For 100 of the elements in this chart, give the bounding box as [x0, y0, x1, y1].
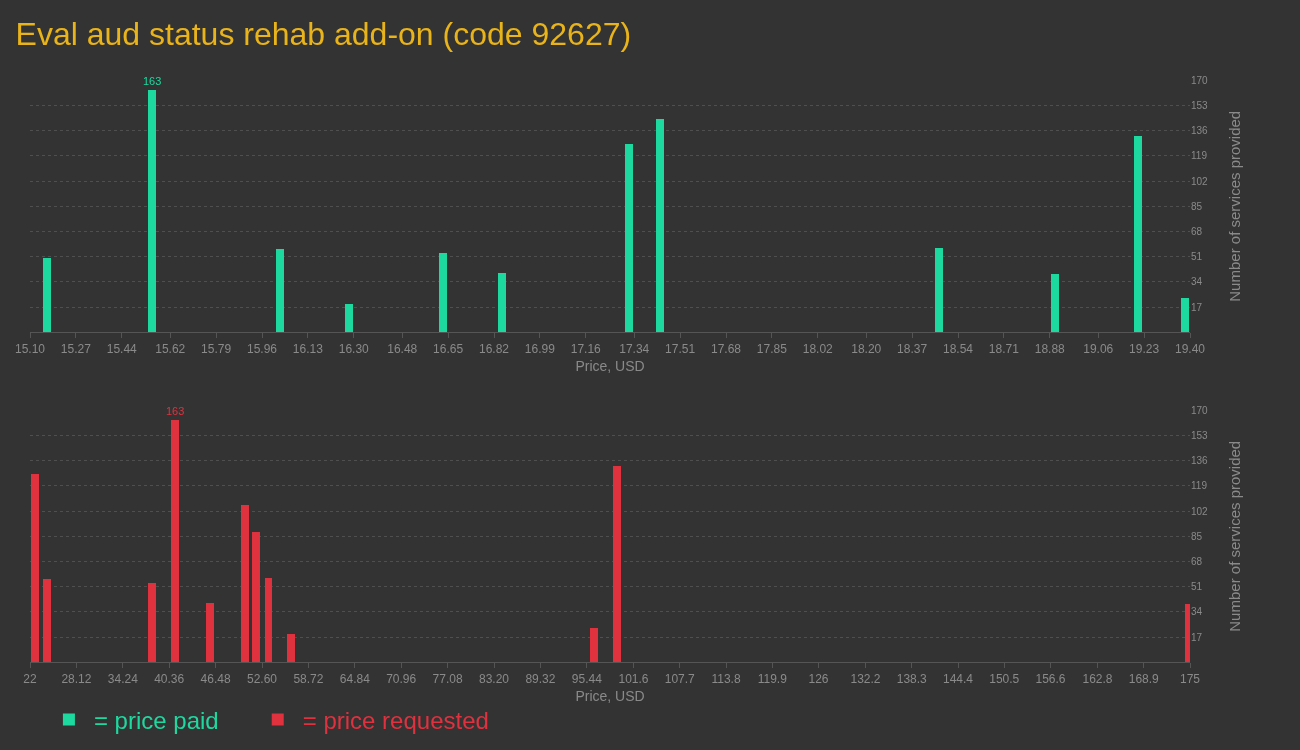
x-tick-label: 28.12 — [61, 671, 92, 686]
y-tick-label: 102 — [1191, 505, 1209, 517]
y-tick-label: 85 — [1191, 200, 1203, 212]
x-tick-label: 18.02 — [802, 341, 834, 356]
bar — [265, 578, 272, 663]
x-tick-label: 18.88 — [1034, 341, 1066, 356]
bar — [276, 249, 284, 333]
y-tick-label: 170 — [1191, 404, 1209, 416]
x-tick-label: 40.36 — [154, 671, 185, 686]
x-tick-label: 119.9 — [757, 671, 788, 686]
x-tick-label: 17.85 — [756, 341, 788, 356]
x-tick-label: 58.72 — [293, 671, 324, 686]
bar — [625, 144, 633, 333]
y-tick-label: 153 — [1191, 99, 1209, 111]
bar — [1051, 274, 1059, 333]
x-tick-label: 18.37 — [897, 341, 928, 356]
bar — [439, 253, 447, 333]
bar — [43, 258, 51, 333]
x-axis-title: Price, USD — [575, 357, 645, 374]
y-tick-label: 51 — [1191, 251, 1203, 263]
x-tick-label: 138.3 — [896, 671, 928, 686]
bar — [498, 273, 506, 333]
x-tick-label: 144.4 — [942, 671, 974, 686]
x-tick-label: 16.65 — [433, 341, 464, 356]
y-tick-label: 119 — [1191, 150, 1208, 162]
x-tick-label: 15.79 — [201, 341, 232, 356]
y-tick-label: 85 — [1191, 530, 1203, 542]
data-label: 163 — [143, 75, 162, 87]
y-tick-label: 51 — [1191, 581, 1203, 593]
bar — [656, 119, 664, 333]
y-tick-label: 136 — [1191, 455, 1209, 467]
chart-title: Eval aud status rehab add-on (code 92627) — [15, 15, 632, 52]
y-tick-label: 17 — [1191, 301, 1203, 313]
y-tick-label: 153 — [1191, 429, 1209, 441]
y-tick-label: 68 — [1191, 555, 1203, 567]
bar — [345, 304, 353, 333]
x-tick-label: 15.27 — [60, 341, 92, 356]
x-tick-label: 156.6 — [1035, 671, 1066, 686]
x-tick-label: 16.99 — [524, 341, 556, 356]
x-tick-label: 19.06 — [1083, 341, 1114, 356]
y-tick-label: 68 — [1191, 225, 1203, 237]
x-tick-label: 126 — [808, 671, 829, 686]
y-tick-label: 119 — [1191, 480, 1208, 492]
x-tick-label: 18.54 — [942, 341, 974, 356]
x-tick-label: 16.13 — [292, 341, 324, 356]
x-tick-label: 17.51 — [665, 341, 696, 356]
x-tick-label: 83.20 — [478, 671, 510, 686]
x-tick-label: 150.5 — [989, 671, 1020, 686]
legend-label: = price requested — [302, 706, 489, 734]
x-tick-label: 132.2 — [850, 671, 881, 686]
bar — [148, 90, 156, 333]
x-tick-label: 95.44 — [571, 671, 603, 686]
y-tick-label: 170 — [1191, 74, 1209, 86]
x-tick-label: 89.32 — [525, 671, 556, 686]
x-tick-label: 17.16 — [570, 341, 602, 356]
y-axis-title: Number of services provided — [1226, 110, 1244, 302]
bar — [31, 474, 39, 663]
x-tick-label: 16.30 — [338, 341, 370, 356]
y-axis-title: Number of services provided — [1226, 440, 1244, 632]
x-tick-label: 18.71 — [988, 341, 1020, 356]
y-tick-label: 102 — [1191, 175, 1209, 187]
bar — [43, 579, 51, 663]
x-tick-label: 15.10 — [14, 341, 46, 356]
x-tick-label: 15.96 — [246, 341, 278, 356]
bar — [206, 603, 214, 663]
x-tick-label: 19.23 — [1129, 341, 1160, 356]
x-tick-label: 34.24 — [107, 671, 139, 686]
bar — [1181, 298, 1189, 333]
bar — [935, 248, 943, 333]
y-tick-label: 34 — [1191, 276, 1203, 288]
bar — [148, 583, 156, 663]
x-tick-label: 18.20 — [851, 341, 882, 356]
x-tick-label: 22 — [23, 671, 37, 686]
bar — [252, 532, 260, 663]
x-tick-label: 17.34 — [619, 341, 650, 356]
x-tick-label: 52.60 — [246, 671, 278, 686]
x-tick-label: 70.96 — [386, 671, 417, 686]
x-tick-label: 46.48 — [200, 671, 231, 686]
x-tick-label: 15.62 — [155, 341, 186, 356]
x-tick-label: 19.40 — [1174, 341, 1206, 356]
x-tick-label: 113.8 — [711, 671, 741, 686]
y-tick-label: 17 — [1191, 631, 1203, 643]
x-tick-label: 175 — [1179, 671, 1201, 686]
x-axis-title: Price, USD — [575, 687, 645, 704]
bar — [613, 466, 621, 663]
x-tick-label: 168.9 — [1128, 671, 1160, 686]
legend-label: = price paid — [93, 706, 219, 734]
x-tick-label: 101.6 — [618, 671, 649, 686]
x-tick-label: 17.68 — [710, 341, 742, 356]
x-tick-label: 16.48 — [387, 341, 418, 356]
data-label: 163 — [166, 405, 185, 417]
x-tick-label: 162.8 — [1082, 671, 1113, 686]
bar — [171, 420, 179, 663]
y-tick-label: 136 — [1191, 125, 1209, 137]
bar — [241, 505, 249, 663]
y-tick-label: 34 — [1191, 606, 1203, 618]
bar — [1134, 136, 1142, 333]
bar — [287, 634, 295, 663]
x-tick-label: 77.08 — [432, 671, 463, 686]
bar — [590, 628, 598, 663]
